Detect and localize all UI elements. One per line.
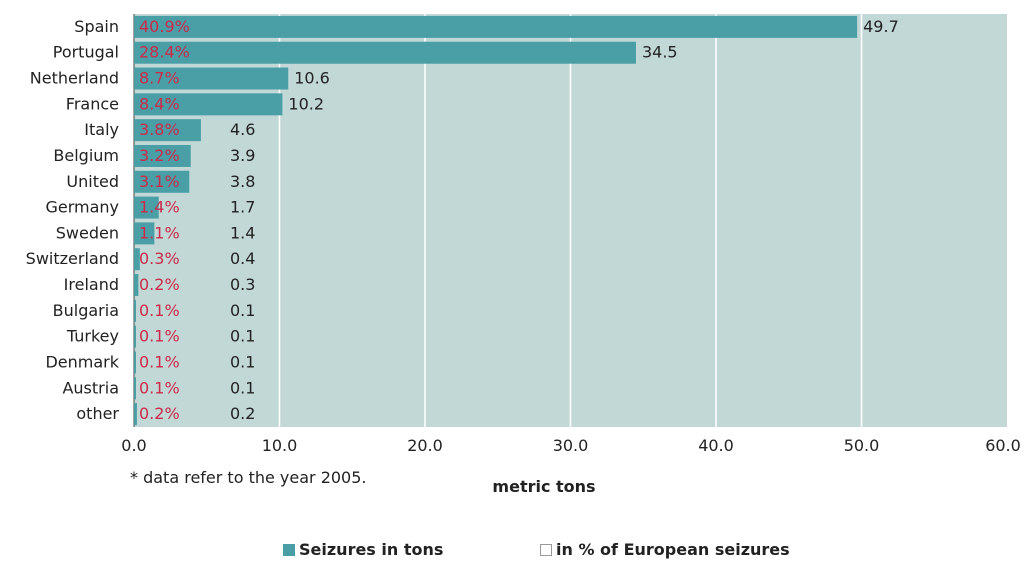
value-label: 10.2	[288, 94, 324, 113]
bar	[134, 377, 136, 400]
legend-label-percent: in % of European seizures	[556, 540, 790, 559]
value-label: 1.4	[230, 223, 255, 242]
bar	[134, 248, 140, 271]
percent-label: 3.1%	[139, 172, 180, 191]
percent-label: 0.1%	[139, 378, 180, 397]
x-tick-label: 50.0	[844, 436, 880, 455]
x-tick-label: 20.0	[407, 436, 443, 455]
x-tick-label: 0.0	[121, 436, 146, 455]
value-label: 0.4	[230, 249, 255, 268]
value-label: 0.1	[230, 352, 255, 371]
category-label: Netherland	[30, 69, 119, 88]
category-label: Denmark	[45, 352, 119, 371]
percent-label: 40.9%	[139, 17, 190, 36]
percent-label: 3.8%	[139, 120, 180, 139]
percent-label: 1.4%	[139, 198, 180, 217]
bars	[134, 15, 858, 426]
category-label: United	[66, 172, 119, 191]
bar	[134, 41, 636, 64]
bar	[134, 222, 155, 245]
x-tick-label: 40.0	[698, 436, 734, 455]
category-label: Switzerland	[26, 249, 119, 268]
category-label: Portugal	[53, 43, 119, 62]
value-label: 0.1	[230, 327, 255, 346]
percent-label: 0.1%	[139, 327, 180, 346]
value-label: 1.7	[230, 198, 255, 217]
bar	[134, 15, 858, 38]
value-label: 3.9	[230, 146, 255, 165]
bar	[134, 351, 136, 374]
category-label: Belgium	[53, 146, 119, 165]
percent-label: 0.2%	[139, 404, 180, 423]
category-label: Ireland	[64, 275, 119, 294]
category-label: Austria	[62, 378, 119, 397]
value-label: 34.5	[642, 43, 678, 62]
value-label: 0.2	[230, 404, 255, 423]
category-labels: Spain Portugal Netherland France Italy Belgiu…	[26, 17, 120, 423]
value-labels: 49.7 34.5 10.6 10.2 4.6 3.9 3.8 1.7 1.4 0.4 0.3 0.1…	[230, 17, 899, 423]
x-tick-label: 60.0	[985, 436, 1021, 455]
bar	[134, 299, 136, 322]
value-label: 10.6	[294, 69, 330, 88]
value-label: 0.3	[230, 275, 255, 294]
x-tick-label: 10.0	[262, 436, 298, 455]
legend-item-percent: in % of European seizures	[540, 540, 790, 559]
bar	[134, 196, 159, 219]
percent-label: 1.1%	[139, 223, 180, 242]
legend-item-tons: Seizures in tons	[283, 540, 443, 559]
bar	[134, 144, 191, 167]
value-label: 4.6	[230, 120, 255, 139]
category-label: Spain	[74, 17, 119, 36]
x-axis-label: metric tons	[492, 477, 595, 496]
category-label: other	[76, 404, 119, 423]
x-tick-labels: 0.0 10.0 20.0 30.0 40.0 50.0 60.0	[121, 436, 1021, 455]
category-label: Germany	[45, 198, 119, 217]
footnote: * data refer to the year 2005.	[130, 468, 367, 487]
category-label: Italy	[84, 120, 119, 139]
percent-label: 0.1%	[139, 352, 180, 371]
percent-label: 0.3%	[139, 249, 180, 268]
category-label: Bulgaria	[53, 301, 119, 320]
value-label: 49.7	[863, 17, 899, 36]
value-label: 0.1	[230, 301, 255, 320]
bar	[134, 403, 137, 426]
percent-label: 3.2%	[139, 146, 180, 165]
category-label: France	[66, 94, 119, 113]
legend-label-tons: Seizures in tons	[299, 540, 444, 559]
percent-label: 0.2%	[139, 275, 180, 294]
percent-label: 28.4%	[139, 43, 190, 62]
category-label: Turkey	[66, 327, 119, 346]
x-tick-label: 30.0	[553, 436, 589, 455]
bar	[134, 325, 136, 348]
percent-label: 0.1%	[139, 301, 180, 320]
bar	[134, 93, 283, 116]
bar	[134, 170, 190, 193]
percent-label: 8.7%	[139, 69, 180, 88]
percent-labels: 40.9% 28.4% 8.7% 8.4% 3.8% 3.2% 3.1% 1.4% 1.1% 0.…	[139, 17, 190, 423]
bar	[134, 119, 201, 142]
percent-label: 8.4%	[139, 94, 180, 113]
value-label: 0.1	[230, 378, 255, 397]
bar	[134, 274, 139, 297]
category-label: Sweden	[56, 223, 119, 242]
bar	[134, 67, 289, 90]
legend-swatch-percent	[540, 543, 552, 556]
legend-swatch-tons	[283, 543, 295, 556]
value-label: 3.8	[230, 172, 255, 191]
